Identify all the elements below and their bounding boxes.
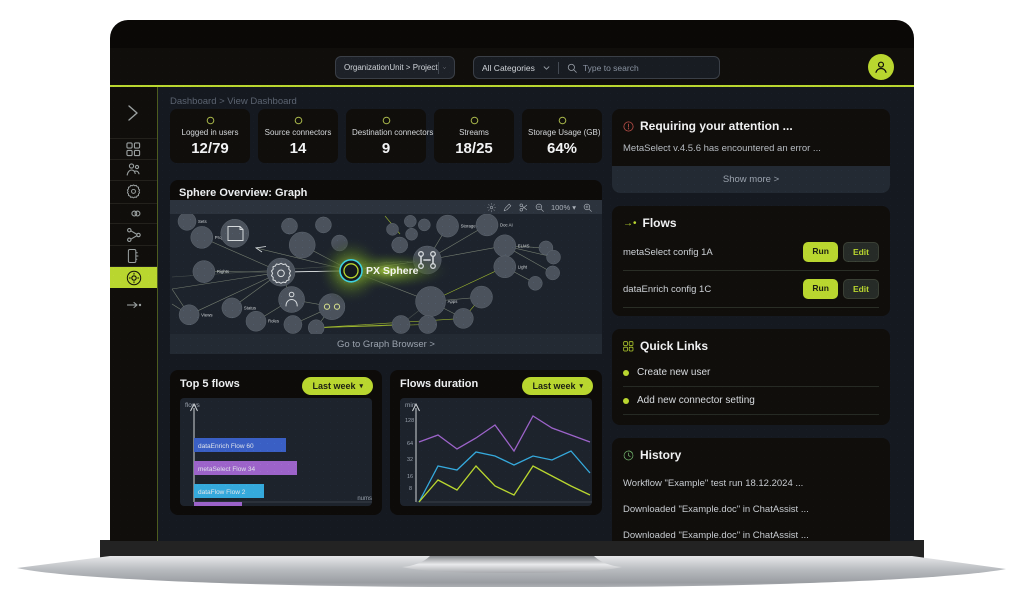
svg-text:Doc AI: Doc AI (500, 222, 513, 227)
svg-text:Light: Light (518, 264, 528, 269)
svg-text:metaSelect Flow 34: metaSelect Flow 34 (198, 466, 255, 473)
svg-text:Views: Views (201, 312, 212, 317)
svg-text:dataFlow Flow 2: dataFlow Flow 2 (198, 489, 246, 496)
svg-text:Status: Status (244, 305, 256, 310)
svg-text:ELMS: ELMS (518, 243, 530, 248)
svg-text:64: 64 (407, 441, 413, 447)
svg-text:nums: nums (357, 496, 372, 502)
svg-text:16: 16 (407, 474, 413, 480)
svg-text:Rights: Rights (217, 269, 229, 274)
svg-text:Roles: Roles (268, 319, 279, 324)
svg-text:dataEnrich Flow 60: dataEnrich Flow 60 (198, 443, 254, 450)
svg-text:8: 8 (409, 486, 412, 492)
svg-text:Sets: Sets (198, 219, 207, 224)
svg-text:PX Sphere: PX Sphere (366, 265, 419, 277)
svg-text:32: 32 (407, 457, 413, 463)
svg-text:Storage: Storage (461, 224, 477, 229)
svg-text:Apps: Apps (448, 299, 458, 304)
svg-text:128: 128 (405, 418, 414, 424)
